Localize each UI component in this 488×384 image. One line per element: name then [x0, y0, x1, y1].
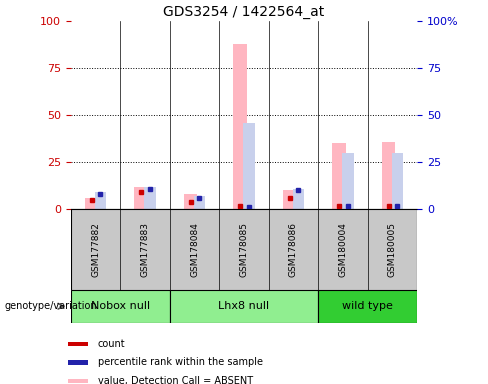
Bar	[71, 290, 170, 323]
Text: GSM180005: GSM180005	[388, 222, 397, 277]
Text: Nobox null: Nobox null	[91, 301, 150, 311]
Text: GSM178086: GSM178086	[289, 222, 298, 277]
Bar	[318, 290, 417, 323]
Text: value, Detection Call = ABSENT: value, Detection Call = ABSENT	[98, 376, 253, 384]
Bar	[68, 342, 88, 346]
Bar	[194, 196, 205, 209]
Bar	[68, 360, 88, 365]
Bar	[342, 153, 354, 209]
Bar	[95, 192, 106, 209]
Text: GSM178084: GSM178084	[190, 222, 199, 277]
Bar	[134, 187, 148, 209]
Text: count: count	[98, 339, 125, 349]
Text: percentile rank within the sample: percentile rank within the sample	[98, 358, 263, 367]
Bar	[84, 198, 99, 209]
Title: GDS3254 / 1422564_at: GDS3254 / 1422564_at	[163, 5, 325, 19]
Bar	[243, 123, 255, 209]
Bar	[68, 379, 88, 383]
Bar	[293, 189, 305, 209]
Text: GSM178085: GSM178085	[240, 222, 248, 277]
Text: GSM177882: GSM177882	[91, 222, 100, 277]
Bar	[332, 144, 346, 209]
Text: GSM180004: GSM180004	[339, 222, 347, 277]
Text: Lhx8 null: Lhx8 null	[219, 301, 269, 311]
Bar	[144, 187, 156, 209]
Bar	[233, 44, 247, 209]
Bar	[382, 142, 395, 209]
Bar	[283, 190, 297, 209]
Text: wild type: wild type	[342, 301, 393, 311]
Text: genotype/variation: genotype/variation	[5, 301, 98, 311]
Bar	[391, 153, 403, 209]
Text: GSM177883: GSM177883	[141, 222, 149, 277]
Bar	[170, 290, 318, 323]
Bar	[183, 194, 198, 209]
